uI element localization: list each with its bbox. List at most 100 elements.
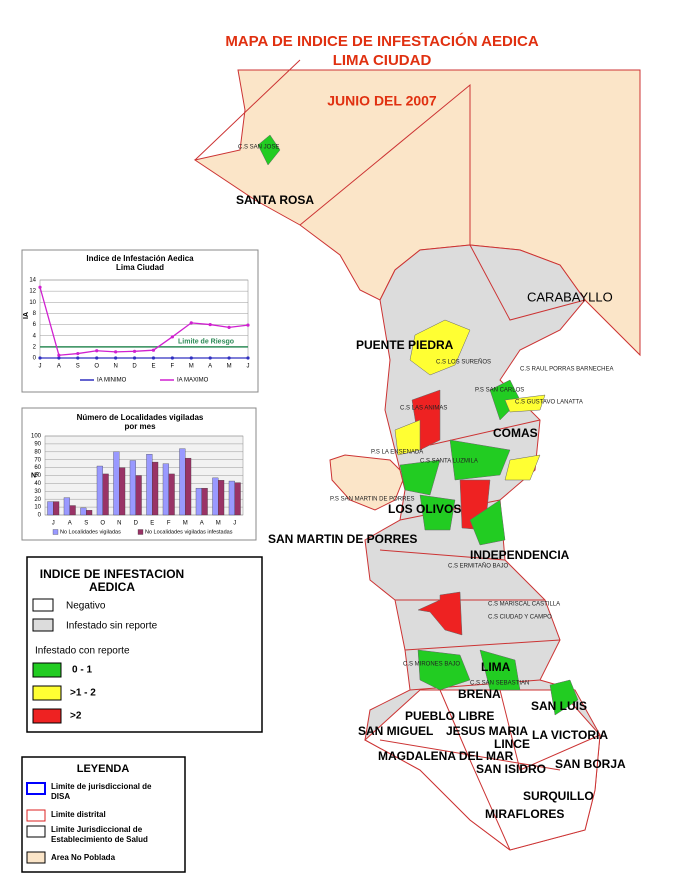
- risk-label: Limite de Riesgo: [178, 339, 234, 346]
- x-tick-label: A: [208, 364, 212, 370]
- y-tick-label: 2: [33, 344, 37, 350]
- y-tick-label: 40: [34, 481, 41, 487]
- facility-label: C.S SAN JOSE: [238, 145, 279, 151]
- point: [246, 356, 250, 360]
- legend-label: Limite Jurisdiccional de: [51, 825, 143, 834]
- x-tick-label: M: [189, 364, 194, 370]
- bar: [96, 465, 103, 516]
- legend-box: [21, 756, 186, 873]
- y-tick-label: 12: [29, 289, 36, 295]
- point: [170, 335, 174, 339]
- y-tick-label: 10: [34, 505, 41, 511]
- district-label: SAN ISIDRO: [476, 762, 546, 776]
- legend-label: Negativo: [66, 601, 106, 612]
- x-tick-label: D: [134, 521, 139, 527]
- facility-label: C.S RAUL PORRAS BARNECHEA: [520, 367, 613, 373]
- y-tick-label: 80: [34, 449, 41, 455]
- point: [76, 351, 80, 356]
- point: [38, 285, 42, 289]
- x-tick-label: A: [57, 364, 61, 370]
- unpopulated-area: [329, 454, 406, 511]
- swatch: [32, 708, 62, 724]
- district-label: LINCE: [494, 737, 530, 751]
- x-tick-label: N: [113, 364, 117, 370]
- swatch: [32, 662, 62, 678]
- x-tick-label: M: [183, 521, 188, 527]
- legend-label: Establecimiento de Salud: [51, 835, 148, 844]
- x-tick-label: S: [76, 364, 80, 370]
- y-tick-label: 4: [33, 333, 37, 339]
- x-tick-label: J: [52, 521, 55, 527]
- infestation-patches: [257, 134, 579, 716]
- x-tick-label: A: [68, 521, 72, 527]
- district-label: MAGDALENA DEL MAR: [378, 749, 514, 763]
- x-tick-label: F: [171, 364, 175, 370]
- bar: [146, 454, 153, 516]
- bar: [228, 480, 235, 516]
- district-label: CARABAYLLO: [527, 289, 613, 304]
- y-tick-label: 6: [33, 322, 37, 328]
- x-tick-label: A: [200, 521, 204, 527]
- point: [95, 356, 99, 360]
- bar: [212, 477, 219, 516]
- swatch: [26, 809, 46, 822]
- point: [208, 356, 212, 360]
- facility-label: C.S LOS SUREÑOS: [436, 359, 491, 366]
- district-label: LOS OLIVOS: [388, 502, 461, 516]
- x-tick-label: J: [233, 521, 236, 527]
- point: [189, 321, 193, 325]
- district-label: COMAS: [493, 426, 538, 440]
- facility-label: C.S MARISCAL CASTILLA: [488, 602, 560, 608]
- facility-label: C.S SAN SEBASTIAN: [470, 681, 529, 687]
- y-tick-label: 30: [34, 489, 41, 495]
- legend-title: LEYENDA: [77, 763, 130, 775]
- point: [170, 356, 174, 360]
- facility-label: P.S LA ENSENADA: [371, 450, 423, 456]
- bar: [86, 510, 93, 516]
- bar: [185, 457, 192, 516]
- point: [189, 356, 193, 360]
- legend-label: DISA: [51, 792, 70, 801]
- chart-title: Número de Localidades vigiladas: [77, 413, 204, 422]
- district-label: SANTA ROSA: [236, 193, 314, 207]
- legend-label: IA MINIMO: [97, 378, 127, 384]
- district-labels: SANTA ROSA CARABAYLLO PUENTE PIEDRA COMA…: [236, 193, 626, 821]
- bar: [162, 463, 169, 516]
- swatch: [26, 782, 46, 795]
- bar: [119, 467, 126, 516]
- series-line: [39, 287, 249, 356]
- chart-subtitle: por mes: [124, 422, 156, 431]
- y-tick-label: 14: [29, 278, 36, 284]
- bar: [195, 487, 202, 516]
- y-tick-label: 0: [33, 356, 37, 362]
- x-tick-label: J: [247, 364, 250, 370]
- facility-label: P.S SAN MARTIN DE PORRES: [330, 497, 414, 503]
- point: [57, 356, 61, 360]
- point: [114, 356, 118, 360]
- swatch: [32, 685, 62, 701]
- point: [38, 356, 42, 360]
- bar: [201, 487, 208, 516]
- facility-label: C.S GUSTAVO LANATTA: [515, 400, 583, 406]
- point: [151, 348, 156, 352]
- district-label: PUENTE PIEDRA: [356, 338, 454, 352]
- point: [132, 349, 137, 353]
- point: [227, 356, 231, 360]
- bar: [63, 497, 70, 516]
- x-tick-label: F: [167, 521, 171, 527]
- facility-label: C.S MIRONES BAJO: [403, 662, 460, 668]
- point: [132, 356, 137, 360]
- x-tick-label: S: [84, 521, 88, 527]
- facility-label: C.S CIUDAD Y CAMPO: [488, 615, 552, 621]
- chart-subtitle: Lima Ciudad: [116, 263, 164, 272]
- swatch: [26, 825, 46, 838]
- chart-title: Indice de Infestación Aedica: [86, 254, 194, 263]
- legend-label: >1 - 2: [70, 688, 96, 699]
- y-tick-label: 10: [29, 300, 36, 306]
- y-tick-label: 90: [34, 441, 41, 447]
- district-label: PUEBLO LIBRE: [405, 709, 494, 723]
- district-label: INDEPENDENCIA: [470, 548, 570, 562]
- y-tick-label: 100: [31, 434, 42, 440]
